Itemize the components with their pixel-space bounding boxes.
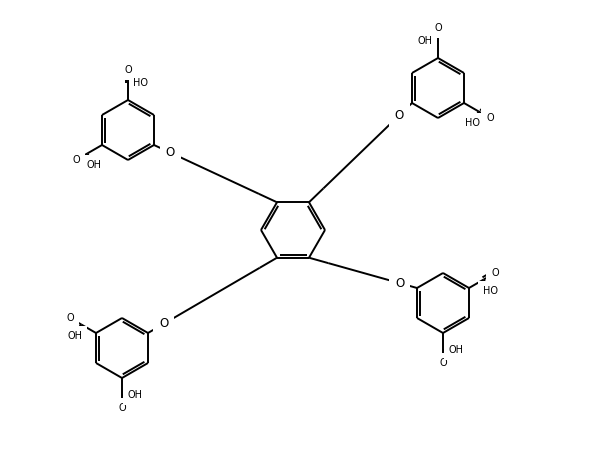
- Text: O: O: [491, 268, 499, 278]
- Text: OH: OH: [418, 36, 432, 46]
- Text: OH: OH: [127, 390, 143, 400]
- Text: O: O: [486, 113, 494, 123]
- Text: OH: OH: [67, 331, 82, 341]
- Text: OH: OH: [86, 160, 101, 170]
- Text: O: O: [395, 109, 404, 122]
- Text: O: O: [124, 65, 132, 75]
- Text: HO: HO: [483, 286, 498, 296]
- Text: O: O: [159, 317, 168, 330]
- Text: O: O: [166, 146, 175, 159]
- Text: O: O: [66, 313, 74, 323]
- Text: O: O: [72, 155, 80, 165]
- Text: O: O: [434, 23, 442, 33]
- Text: O: O: [439, 358, 447, 368]
- Text: HO: HO: [133, 78, 149, 88]
- Text: HO: HO: [465, 118, 480, 128]
- Text: O: O: [395, 277, 404, 289]
- Text: OH: OH: [448, 345, 464, 355]
- Text: O: O: [118, 403, 126, 413]
